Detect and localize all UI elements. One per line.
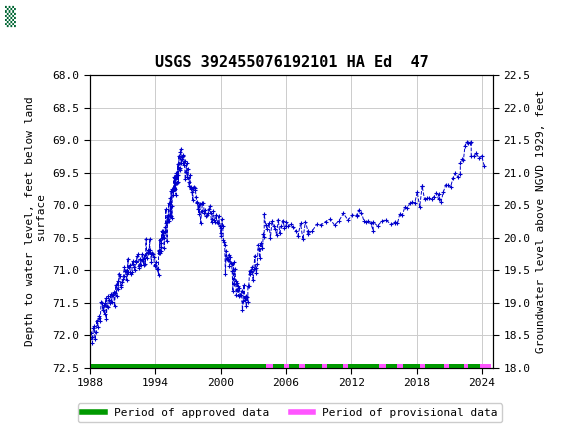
Text: USGS: USGS — [32, 7, 83, 25]
Title: USGS 392455076192101 HA Ed  47: USGS 392455076192101 HA Ed 47 — [155, 55, 428, 70]
Y-axis label: Groundwater level above NGVD 1929, feet: Groundwater level above NGVD 1929, feet — [536, 90, 546, 353]
Legend: Period of approved data, Period of provisional data: Period of approved data, Period of provi… — [78, 403, 502, 422]
Bar — [5, 3, 45, 29]
Text: ▒: ▒ — [5, 6, 16, 27]
Y-axis label: Depth to water level, feet below land
 surface: Depth to water level, feet below land su… — [26, 97, 47, 346]
